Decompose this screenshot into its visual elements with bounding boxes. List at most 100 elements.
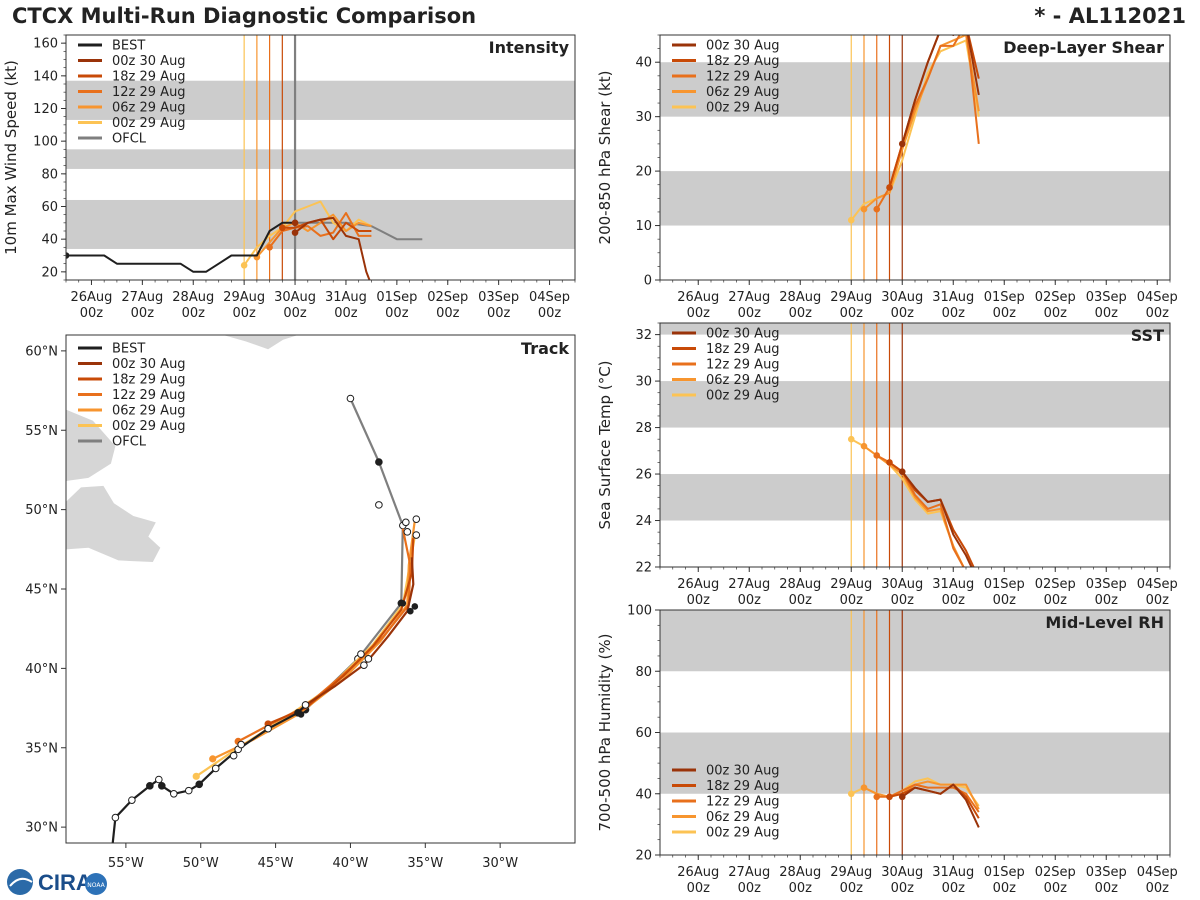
track-position-marker <box>184 786 193 795</box>
x-tick-day-label: 30Aug <box>881 577 923 592</box>
x-tick-hour-label: 00z <box>942 306 966 321</box>
x-tick-hour-label: 00z <box>942 593 966 608</box>
track-position-marker <box>375 458 383 466</box>
x-tick-day-label: 27Aug <box>728 290 770 305</box>
legend-label: 18z 29 Aug <box>706 779 780 794</box>
x-tick-day-label: 04Sep <box>1137 577 1178 592</box>
track-series-best <box>111 704 307 843</box>
track-position-marker <box>229 751 238 760</box>
track-position-marker <box>301 701 310 709</box>
x-tick-hour-label: 00z <box>1146 306 1170 321</box>
x-tick-day-label: 31Aug <box>325 290 367 305</box>
rh-series-start-point <box>898 793 906 801</box>
x-tick-hour-label: 00z <box>891 593 915 608</box>
track-position-marker <box>111 813 120 822</box>
shear-series-start-point <box>860 205 868 213</box>
x-tick-hour-label: 00z <box>993 881 1017 896</box>
x-tick-hour-label: 00z <box>840 593 864 608</box>
track-position-marker <box>403 528 412 536</box>
x-tick-hour-label: 00z <box>840 881 864 896</box>
x-tick-day-label: 02Sep <box>1035 290 1076 305</box>
x-tick-day-label: 02Sep <box>1035 865 1076 880</box>
x-tick-hour-label: 00z <box>385 306 409 321</box>
lat-tick-label: 35°N <box>25 741 58 756</box>
track-series-12z-29-aug <box>237 528 412 743</box>
greenland-land <box>223 335 299 350</box>
y-tick-label: 32 <box>635 328 652 343</box>
rh-panel: 2040608010026Aug00z27Aug00z28Aug00z29Aug… <box>596 604 1178 897</box>
sst-series-start-point <box>886 459 893 466</box>
y-tick-label: 20 <box>635 849 652 864</box>
sst-series-start-point <box>873 452 881 459</box>
cira-logo: CIRA NOAA <box>7 869 107 895</box>
x-tick-day-label: 27Aug <box>728 577 770 592</box>
legend-label: 00z 29 Aug <box>112 419 186 434</box>
shear-series-start-point <box>898 140 906 148</box>
x-tick-hour-label: 00z <box>891 881 915 896</box>
intensity-panel: 2040608010012014016026Aug00z27Aug00z28Au… <box>2 34 576 321</box>
x-tick-hour-label: 00z <box>1146 593 1170 608</box>
x-tick-hour-label: 00z <box>334 306 358 321</box>
y-tick-label: 80 <box>41 167 58 182</box>
intensity-series-start-point <box>240 262 248 269</box>
x-tick-day-label: 31Aug <box>932 290 974 305</box>
figure-title: CTCX Multi-Run Diagnostic Comparison <box>12 4 477 28</box>
x-tick-hour-label: 00z <box>1044 306 1068 321</box>
track-position-marker <box>375 501 383 509</box>
sst-band <box>660 381 1170 428</box>
rh-band <box>660 610 1170 672</box>
intensity-band <box>66 199 575 249</box>
x-tick-day-label: 29Aug <box>223 290 265 305</box>
x-tick-day-label: 28Aug <box>172 290 214 305</box>
x-tick-hour-label: 00z <box>1044 881 1068 896</box>
track-series-00z-30-aug <box>304 557 415 706</box>
lat-tick-label: 45°N <box>25 583 58 598</box>
y-tick-label: 26 <box>635 468 652 483</box>
lon-tick-label: 35°W <box>407 856 443 871</box>
intensity-series-best <box>66 221 296 273</box>
track-start-marker <box>209 755 217 763</box>
lon-tick-label: 30°W <box>482 856 518 871</box>
legend-label: BEST <box>112 342 145 357</box>
x-tick-hour-label: 00z <box>1095 306 1119 321</box>
sst-ylabel: Sea Surface Temp (°C) <box>596 360 614 529</box>
x-tick-hour-label: 00z <box>436 306 460 321</box>
y-tick-label: 20 <box>41 265 58 280</box>
x-tick-hour-label: 00z <box>738 306 762 321</box>
y-tick-label: 20 <box>635 165 652 180</box>
shear-series-start-point <box>847 216 855 224</box>
x-tick-hour-label: 00z <box>131 306 155 321</box>
legend-label: 00z 30 Aug <box>706 327 780 342</box>
legend-label: 00z 29 Aug <box>706 101 780 116</box>
y-tick-label: 40 <box>635 787 652 802</box>
legend-label: 06z 29 Aug <box>112 101 186 116</box>
x-tick-day-label: 28Aug <box>779 577 821 592</box>
shear-ylabel: 200-850 hPa Shear (kt) <box>596 71 614 245</box>
rh-series-start-point <box>873 793 881 801</box>
y-tick-label: 100 <box>627 604 652 619</box>
shear-series-00z-29-aug <box>850 39 980 221</box>
x-tick-day-label: 03Sep <box>1086 865 1127 880</box>
lat-tick-label: 55°N <box>25 424 58 439</box>
x-tick-day-label: 28Aug <box>779 865 821 880</box>
shear-series-start-point <box>886 184 893 191</box>
track-position-marker <box>297 711 305 718</box>
sst-band <box>660 323 1170 335</box>
shear-title: Deep-Layer Shear <box>1003 38 1164 57</box>
track-series-00z-29-aug <box>195 536 416 778</box>
track-position-marker <box>346 394 355 403</box>
x-tick-day-label: 26Aug <box>677 865 719 880</box>
x-tick-hour-label: 00z <box>993 593 1017 608</box>
y-tick-label: 120 <box>33 102 58 117</box>
track-position-marker <box>412 531 421 539</box>
x-tick-hour-label: 00z <box>487 306 511 321</box>
x-tick-hour-label: 00z <box>942 881 966 896</box>
x-tick-day-label: 03Sep <box>1086 577 1127 592</box>
x-tick-day-label: 01Sep <box>984 865 1025 880</box>
y-tick-label: 30 <box>635 375 652 390</box>
sst-series-00z-30-aug <box>901 471 973 567</box>
legend-label: BEST <box>112 39 145 54</box>
track-position-marker <box>155 775 163 784</box>
